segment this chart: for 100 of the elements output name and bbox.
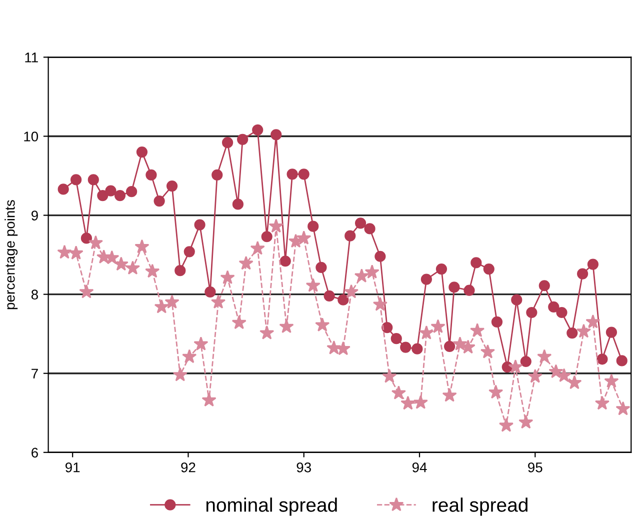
point — [80, 232, 92, 244]
point — [587, 258, 599, 270]
point — [166, 180, 178, 192]
point — [556, 306, 568, 318]
point — [250, 240, 265, 255]
point — [526, 306, 538, 318]
point — [374, 250, 386, 262]
point — [538, 280, 550, 292]
point — [452, 336, 468, 350]
point — [567, 375, 582, 390]
point — [483, 263, 494, 275]
point — [324, 290, 335, 302]
point — [391, 385, 406, 400]
point — [344, 284, 359, 298]
point — [145, 264, 160, 278]
point — [114, 256, 128, 271]
point — [528, 368, 542, 383]
x-tick-label: 94 — [412, 462, 427, 472]
point — [382, 368, 397, 383]
point — [338, 294, 349, 306]
y-tick-label: 11 — [25, 52, 38, 62]
point — [172, 367, 188, 382]
y-tick-label: 10 — [24, 132, 38, 142]
point — [491, 316, 503, 328]
point — [204, 286, 216, 298]
point — [232, 315, 246, 330]
point — [88, 174, 99, 186]
point — [202, 392, 216, 407]
point — [136, 146, 148, 158]
point — [372, 296, 388, 311]
point — [511, 294, 522, 306]
point — [606, 326, 618, 338]
point — [520, 356, 532, 368]
point — [596, 354, 608, 365]
x-tick-label: 92 — [181, 462, 196, 472]
point — [79, 284, 94, 298]
point — [400, 396, 416, 410]
point — [194, 336, 208, 350]
y-tick-label: 9 — [32, 210, 38, 220]
point — [68, 246, 84, 260]
point — [442, 388, 457, 402]
point — [252, 124, 264, 136]
point — [316, 262, 327, 273]
point — [364, 223, 376, 234]
point — [576, 268, 588, 280]
point — [270, 129, 282, 140]
point — [594, 396, 610, 410]
legend-label: real spread — [432, 498, 528, 516]
point — [616, 355, 628, 366]
point — [220, 270, 235, 284]
point — [268, 218, 284, 233]
point — [134, 239, 150, 254]
legend-label: nominal spread — [206, 498, 337, 516]
point — [518, 414, 534, 429]
point — [390, 333, 402, 344]
y-tick-label: 7 — [32, 368, 38, 378]
point — [508, 359, 523, 374]
y-tick-label: 8 — [31, 290, 38, 300]
point — [576, 324, 592, 338]
point — [436, 263, 448, 275]
point — [315, 318, 330, 332]
point — [146, 169, 157, 181]
point — [537, 349, 552, 364]
point — [616, 401, 630, 416]
point — [470, 323, 485, 337]
point — [58, 184, 69, 195]
point — [70, 174, 82, 186]
point — [57, 244, 72, 259]
point — [604, 374, 619, 388]
point — [364, 264, 380, 278]
point — [448, 282, 460, 293]
point — [237, 134, 248, 145]
point — [286, 168, 298, 180]
point — [566, 327, 578, 339]
point — [420, 274, 432, 285]
point — [182, 349, 197, 364]
point — [354, 218, 366, 229]
point — [464, 284, 475, 296]
point — [210, 294, 226, 309]
point — [261, 231, 272, 242]
point — [548, 364, 564, 378]
point — [298, 168, 310, 180]
point — [470, 257, 482, 268]
point — [586, 314, 600, 328]
point — [222, 137, 234, 148]
point — [164, 294, 180, 309]
point — [412, 343, 423, 354]
point — [326, 340, 342, 354]
point — [296, 230, 312, 245]
point — [413, 394, 428, 409]
point — [184, 246, 195, 258]
point — [488, 384, 504, 399]
point — [400, 342, 412, 353]
point — [354, 268, 369, 282]
point — [306, 278, 320, 292]
point — [126, 186, 138, 198]
point — [194, 219, 206, 230]
point — [154, 195, 165, 207]
point — [548, 301, 560, 313]
point — [238, 256, 254, 270]
